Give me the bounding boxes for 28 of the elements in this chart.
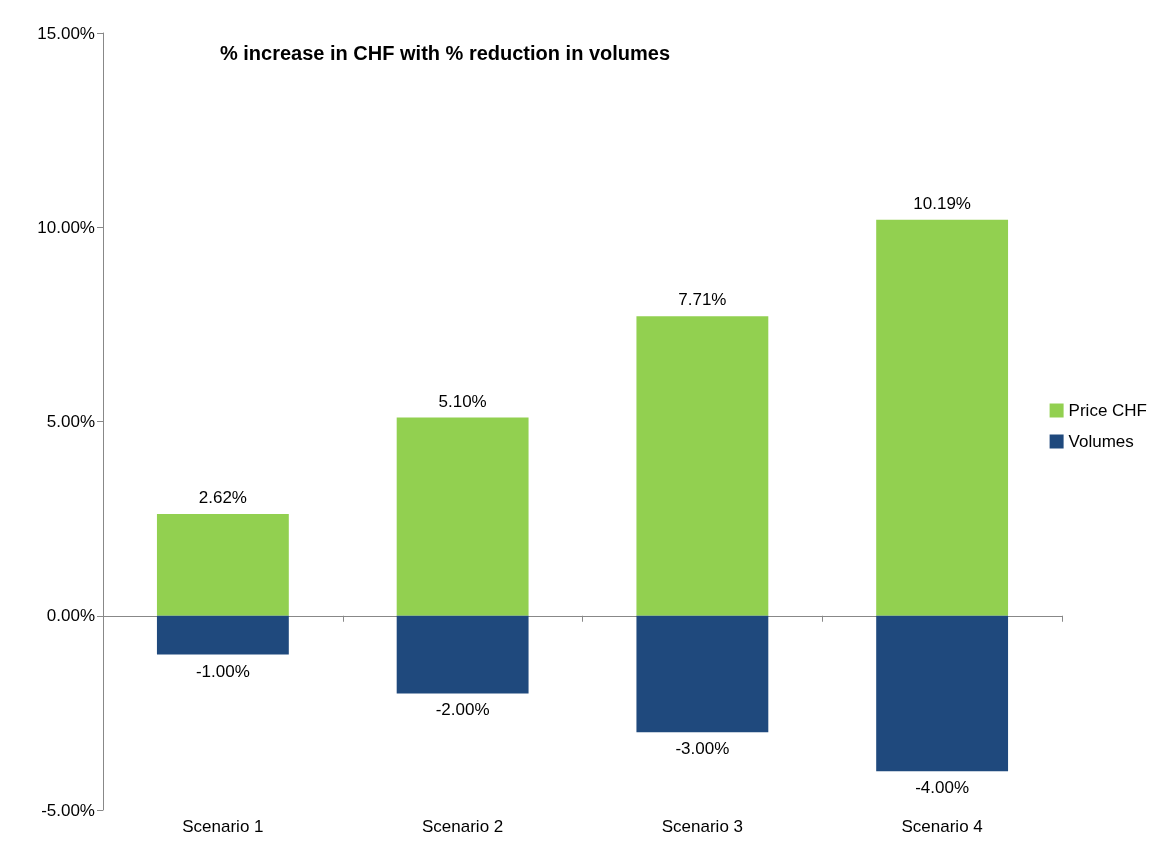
data-label: 7.71% xyxy=(678,290,727,310)
bar xyxy=(156,513,289,616)
y-tick-label: 10.00% xyxy=(37,217,95,237)
x-tick-label: Scenario 3 xyxy=(661,817,744,836)
bar xyxy=(876,615,1009,772)
bar xyxy=(156,615,289,655)
chart-title: % increase in CHF with % reduction in volumes xyxy=(219,42,671,64)
bar xyxy=(876,219,1009,616)
data-label: -4.00% xyxy=(915,778,970,798)
bar xyxy=(396,615,529,694)
bar xyxy=(396,417,529,616)
x-tick-label: Scenario 2 xyxy=(421,817,504,836)
x-tick-label: Scenario 4 xyxy=(901,817,983,836)
bar xyxy=(636,316,769,616)
data-label: -2.00% xyxy=(435,700,490,720)
data-label: 2.62% xyxy=(198,487,247,507)
y-tick-label: 15.00% xyxy=(37,23,95,43)
y-tick-label: -5.00% xyxy=(41,800,95,820)
data-label: 5.10% xyxy=(438,391,487,411)
y-tick-label: 0.00% xyxy=(46,606,95,626)
legend-label: Price CHF xyxy=(1068,401,1148,420)
x-tick-label: Scenario 1 xyxy=(182,817,264,836)
y-tick-label: 5.00% xyxy=(46,412,95,431)
data-label: -3.00% xyxy=(675,739,730,759)
data-label: -1.00% xyxy=(195,661,250,681)
bar xyxy=(636,615,769,733)
data-label: 10.19% xyxy=(913,193,971,213)
legend-label: Volumes xyxy=(1068,432,1134,451)
